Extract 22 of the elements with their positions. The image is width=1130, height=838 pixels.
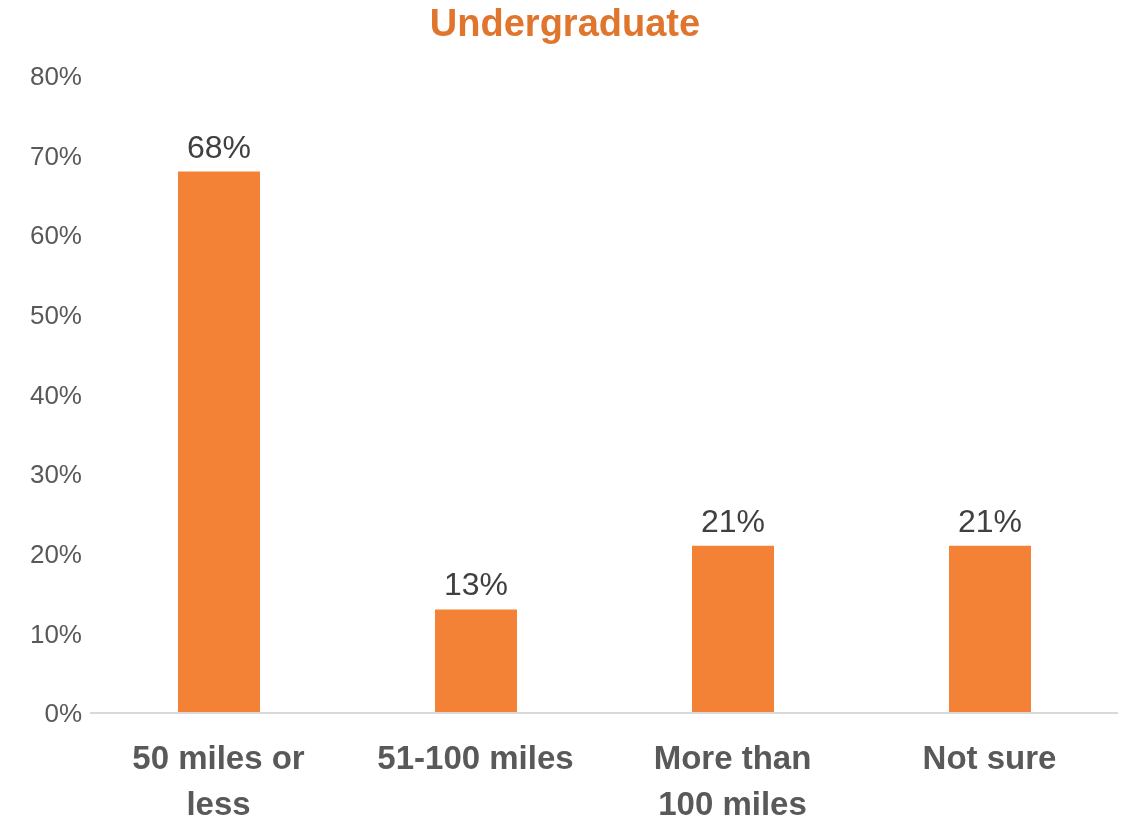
- bar: [435, 609, 517, 713]
- x-tick-label: 50 miles or less: [132, 739, 305, 822]
- y-tick-label: 70%: [29, 140, 82, 171]
- data-label: 21%: [700, 502, 766, 539]
- x-tick-label: 51-100 miles: [377, 739, 574, 776]
- data-label: 21%: [957, 502, 1023, 539]
- bar: [178, 171, 260, 713]
- bar: [692, 545, 774, 713]
- x-tick-label: More than 100 miles: [653, 739, 812, 822]
- chart-title: Undergraduate: [428, 1, 702, 46]
- y-tick-label: 60%: [29, 220, 82, 251]
- y-tick-label: 20%: [29, 538, 82, 569]
- bar: [949, 545, 1031, 713]
- x-tick-label: Not sure: [922, 739, 1057, 776]
- y-tick-label: 40%: [29, 379, 82, 410]
- y-tick-label: 30%: [29, 459, 82, 490]
- data-label: 13%: [443, 566, 509, 603]
- data-label: 68%: [186, 128, 252, 165]
- y-tick-label: 10%: [29, 618, 82, 649]
- y-tick-label: 50%: [29, 300, 82, 331]
- y-tick-label: 80%: [29, 61, 82, 92]
- y-tick-label: 0%: [44, 698, 82, 729]
